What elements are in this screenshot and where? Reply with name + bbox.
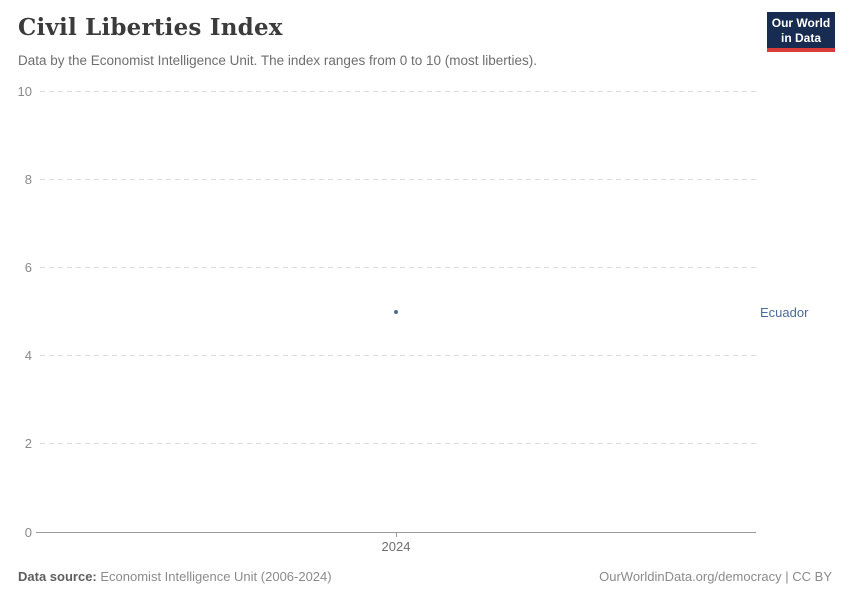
x-tick-mark	[395, 532, 397, 537]
y-tick-label-8: 8	[24, 171, 32, 187]
y-tick-label-2: 2	[24, 436, 32, 452]
gridline-y8	[40, 178, 756, 180]
x-tick-label: 2024	[381, 539, 411, 554]
owid-logo-red-strip	[767, 48, 835, 52]
owid-license-link[interactable]: OurWorldinData.org/democracy | CC BY	[599, 569, 832, 584]
chart-subtitle: Data by the Economist Intelligence Unit.…	[18, 53, 537, 68]
gridline-y2	[40, 443, 756, 445]
owid-logo-box: Our World in Data	[767, 12, 835, 48]
gridline-y4	[40, 355, 756, 357]
y-tick-label-4: 4	[24, 348, 32, 364]
y-tick-label-0: 0	[24, 524, 32, 540]
data-source-text: Economist Intelligence Unit (2006-2024)	[96, 569, 332, 584]
entity-label-ecuador[interactable]: Ecuador	[760, 304, 809, 320]
y-tick-label-6: 6	[24, 259, 32, 275]
data-point-ecuador[interactable]	[394, 309, 398, 314]
gridline-y6	[40, 266, 756, 268]
owid-logo-line1: Our World	[771, 16, 831, 30]
owid-logo[interactable]: Our World in Data	[767, 12, 835, 52]
chart-title: Civil Liberties Index	[18, 14, 283, 41]
data-source-note: Data source: Economist Intelligence Unit…	[18, 569, 332, 584]
owid-logo-line2: in Data	[780, 30, 821, 45]
data-source-label: Data source:	[18, 569, 97, 584]
gridline-y10	[40, 90, 756, 92]
y-tick-label-10: 10	[17, 83, 32, 99]
chart-footer: Data source: Economist Intelligence Unit…	[18, 569, 832, 584]
